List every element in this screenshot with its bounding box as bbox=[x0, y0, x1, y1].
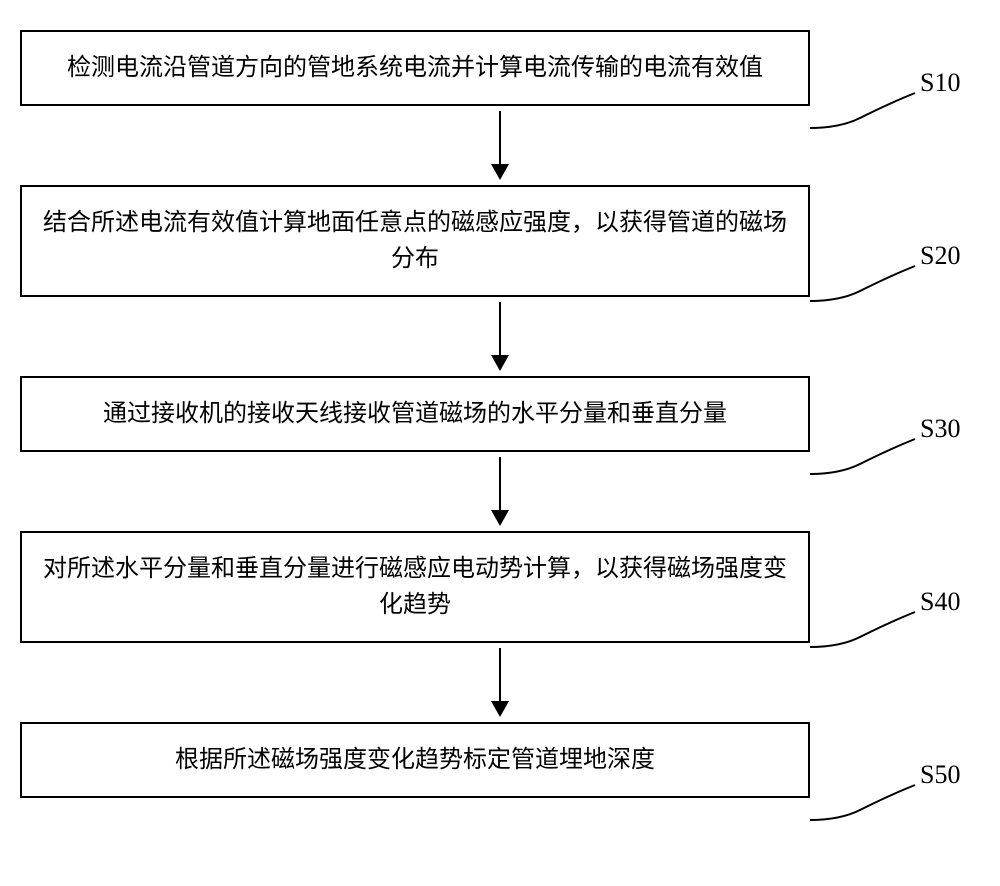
step-s40: 对所述水平分量和垂直分量进行磁感应电动势计算，以获得磁场强度变化趋势 S40 bbox=[20, 531, 980, 643]
step-s50: 根据所述磁场强度变化趋势标定管道埋地深度 S50 bbox=[20, 722, 980, 798]
arrow-line bbox=[499, 648, 501, 703]
flowchart-container: 检测电流沿管道方向的管地系统电流并计算电流传输的电流有效值 S10 结合所述电流… bbox=[20, 30, 980, 798]
step-label: S40 bbox=[920, 587, 960, 617]
step-box: 根据所述磁场强度变化趋势标定管道埋地深度 bbox=[20, 722, 810, 798]
arrow-line bbox=[499, 302, 501, 357]
arrow-head-icon bbox=[491, 164, 509, 180]
arrow-line bbox=[499, 457, 501, 512]
step-box: 检测电流沿管道方向的管地系统电流并计算电流传输的电流有效值 bbox=[20, 30, 810, 106]
step-label: S50 bbox=[920, 760, 960, 790]
connector-curve bbox=[810, 775, 920, 835]
arrow-line bbox=[499, 111, 501, 166]
step-label: S20 bbox=[920, 241, 960, 271]
arrow-head-icon bbox=[491, 510, 509, 526]
arrow-s20-s30 bbox=[105, 302, 895, 371]
step-text: 根据所述磁场强度变化趋势标定管道埋地深度 bbox=[175, 742, 655, 778]
step-s20: 结合所述电流有效值计算地面任意点的磁感应强度，以获得管道的磁场分布 S20 bbox=[20, 185, 980, 297]
step-box: 通过接收机的接收天线接收管道磁场的水平分量和垂直分量 bbox=[20, 376, 810, 452]
step-label: S30 bbox=[920, 414, 960, 444]
arrow-s30-s40 bbox=[105, 457, 895, 526]
step-s30: 通过接收机的接收天线接收管道磁场的水平分量和垂直分量 S30 bbox=[20, 376, 980, 452]
step-box: 结合所述电流有效值计算地面任意点的磁感应强度，以获得管道的磁场分布 bbox=[20, 185, 810, 297]
step-label: S10 bbox=[920, 68, 960, 98]
arrow-head-icon bbox=[491, 701, 509, 717]
step-text: 通过接收机的接收天线接收管道磁场的水平分量和垂直分量 bbox=[103, 396, 727, 432]
arrow-s10-s20 bbox=[105, 111, 895, 180]
step-text: 检测电流沿管道方向的管地系统电流并计算电流传输的电流有效值 bbox=[67, 50, 763, 86]
step-s10: 检测电流沿管道方向的管地系统电流并计算电流传输的电流有效值 S10 bbox=[20, 30, 980, 106]
arrow-head-icon bbox=[491, 355, 509, 371]
arrow-s40-s50 bbox=[105, 648, 895, 717]
step-text: 对所述水平分量和垂直分量进行磁感应电动势计算，以获得磁场强度变化趋势 bbox=[42, 551, 788, 623]
step-text: 结合所述电流有效值计算地面任意点的磁感应强度，以获得管道的磁场分布 bbox=[42, 205, 788, 277]
step-box: 对所述水平分量和垂直分量进行磁感应电动势计算，以获得磁场强度变化趋势 bbox=[20, 531, 810, 643]
